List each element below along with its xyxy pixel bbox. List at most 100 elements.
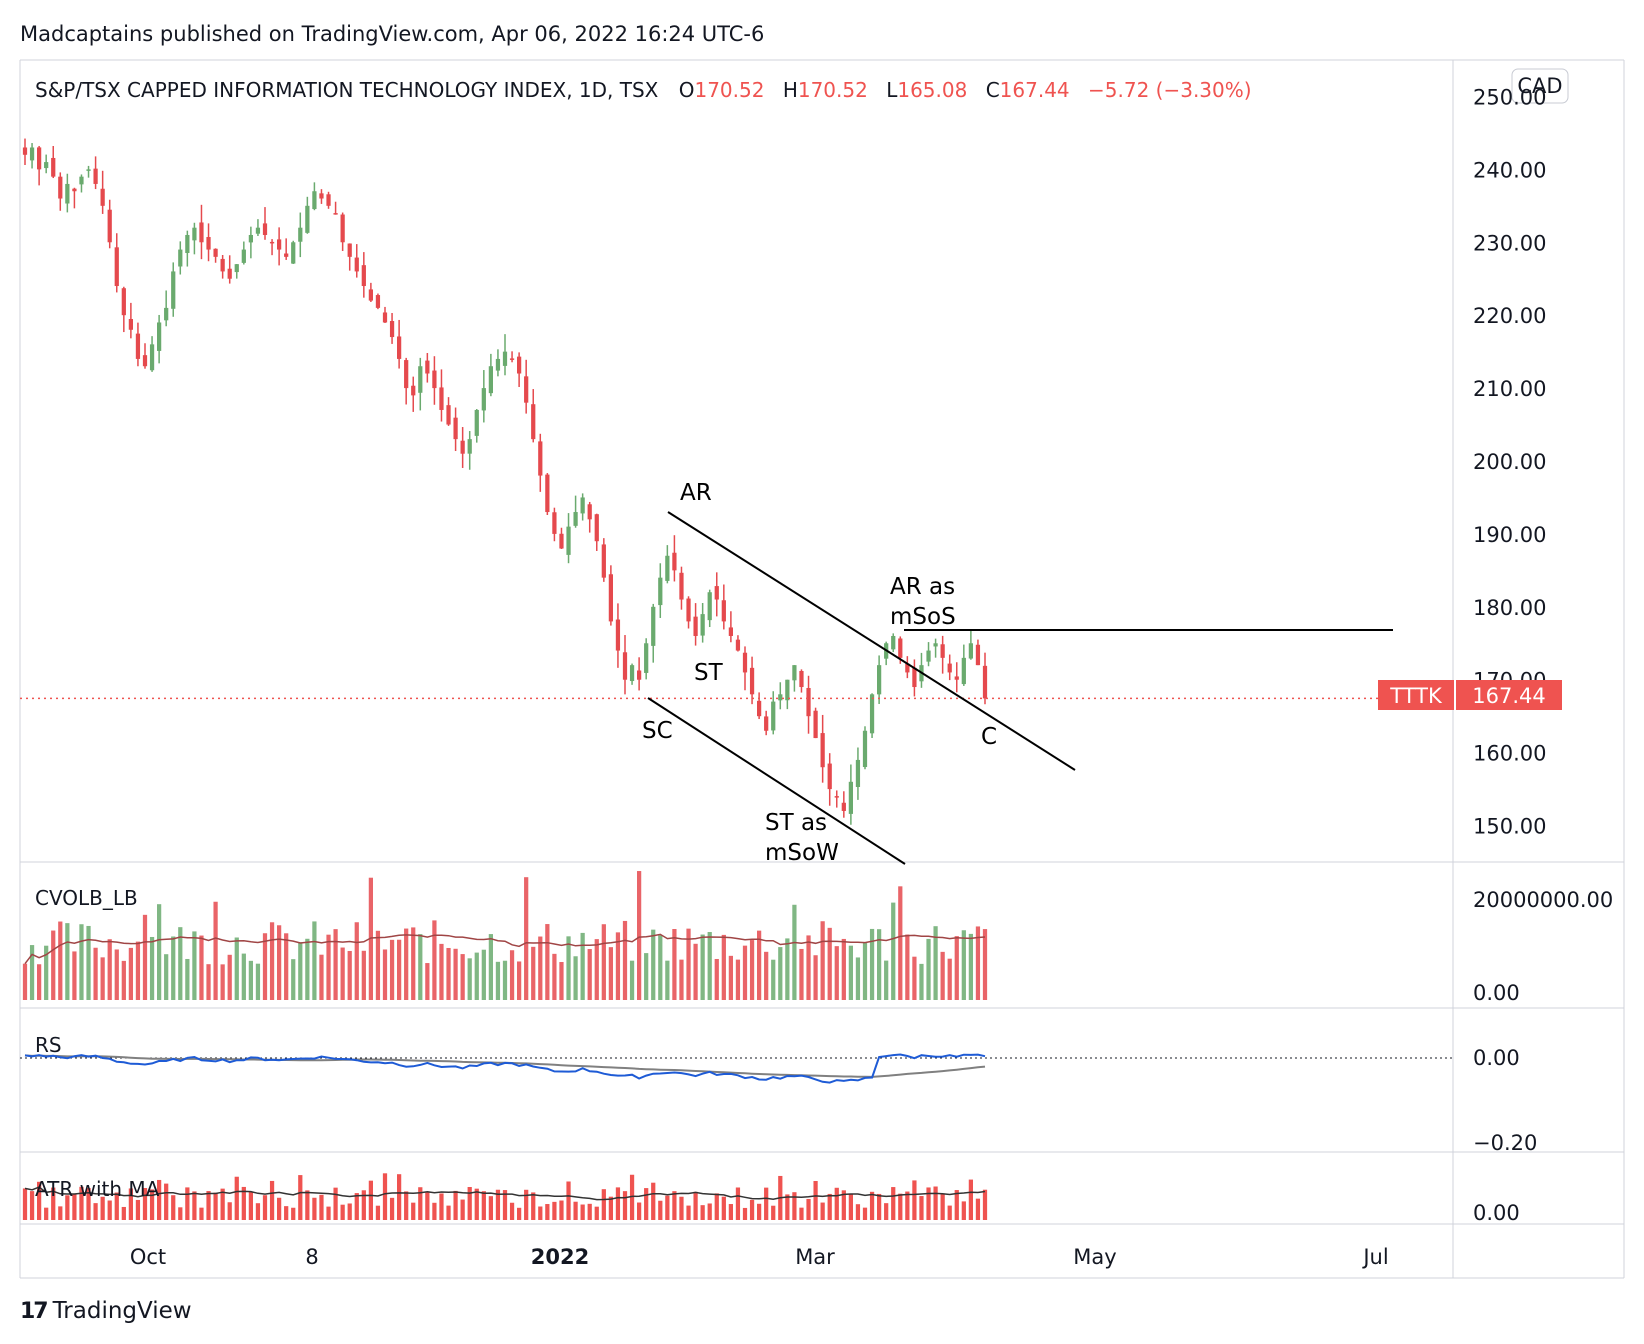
candle-body [813,710,818,739]
atr-bar [192,1191,197,1220]
atr-pane-title: ATR with MA [35,1177,160,1201]
atr-bar [425,1192,430,1220]
volume-bar [898,886,903,1000]
rs-pane-title: RS [35,1033,62,1057]
volume-bar [728,955,733,1000]
candle-body [947,663,952,673]
volume-tick-top: 20000000.00 [1473,888,1613,912]
atr-bar [524,1189,529,1220]
volume-bar [404,928,409,1000]
candle-body [382,312,388,323]
atr-bar [248,1191,253,1220]
trendlines[interactable] [647,511,1393,865]
atr-bar [954,1190,959,1220]
volume-bar [771,959,776,1000]
volume-bar [785,938,790,1000]
atr-bar [898,1193,903,1220]
atr-bar [982,1189,988,1220]
candle-body [637,670,642,680]
volume-bar [764,951,769,1000]
atr-bar [757,1203,762,1220]
candle-body [552,512,557,534]
price-tick-label: 240.00 [1473,158,1546,182]
atr-bar [622,1191,628,1220]
candle-body [255,227,261,234]
atr-bar [284,1206,289,1220]
candle-body [707,592,712,621]
footer-brand[interactable]: 17 TradingView [20,1298,192,1324]
candle-body [347,243,352,257]
candle-body [898,638,903,658]
time-axis[interactable]: Oct 8 2022 Mar May Jul [130,1245,1389,1269]
volume-bar [269,922,275,1000]
atr-bar [481,1191,486,1220]
candle-body [389,321,395,338]
atr-bar [326,1206,331,1220]
atr-bar [707,1203,712,1220]
candle-body [199,222,204,243]
atr-bar [693,1191,698,1220]
volume-bar [778,947,783,1000]
volume-bar [100,957,105,1000]
volume-bar [707,932,712,1000]
atr-bar [785,1194,790,1220]
volume-bar [291,959,296,1000]
candle-body [686,598,691,622]
volume-bar [128,947,133,1000]
annotation-ar: AR [680,480,712,506]
volume-bar [912,956,917,1000]
candle-body [29,147,35,161]
atr-bar [382,1173,388,1220]
atr-bar [877,1193,882,1220]
candle-body [742,652,748,673]
candle-body [319,193,324,199]
currency-badge[interactable]: CAD [1511,68,1569,104]
atr-bar [312,1197,317,1220]
pane-frames [19,59,1625,1279]
open-value: 170.52 [694,78,764,102]
candle-body [693,616,698,636]
candle-body [397,336,402,359]
candle-body [792,665,797,681]
volume-bar [693,943,698,1000]
candle-body [375,295,381,308]
time-tick-label: Mar [795,1245,835,1269]
atr-bar [269,1180,275,1220]
atr-bar [305,1190,310,1220]
volume-bar [587,949,592,1000]
candle-body [566,526,571,555]
candle-body [672,552,677,571]
candle-body [171,271,176,309]
price-tick-label: 180.00 [1473,596,1546,620]
candle-body [432,370,437,389]
price-tick-label: 150.00 [1473,815,1546,839]
atr-bar [178,1207,183,1220]
candle-body [220,258,225,272]
candle-body [954,676,959,680]
volume-bar [601,924,606,1000]
atr-bar [354,1193,359,1220]
volume-bar [149,936,155,1000]
volume-bar [171,936,176,1000]
price-tag-ticker: TTTK [1389,684,1443,708]
atr-bar [488,1196,493,1220]
atr-bar [728,1204,733,1220]
candle-body [298,227,303,242]
atr-bar [65,1195,70,1220]
volume-bar [121,960,126,1000]
candle-body [764,716,769,731]
price-tick-label: 160.00 [1473,742,1546,766]
atr-bar [460,1199,465,1220]
candle-body [495,358,501,371]
atr-bar [509,1202,515,1220]
atr-bar [552,1201,557,1220]
price-axis[interactable]: 250.00 240.00 230.00 220.00 210.00 200.00 190.… [1473,85,1546,838]
candle-body [735,639,741,651]
time-tick-label: May [1073,1245,1116,1269]
candle-body [206,237,211,250]
volume-bar [975,926,981,1000]
atr-bar [891,1187,896,1220]
volume-bar [799,948,804,1000]
atr-bar [658,1200,663,1220]
